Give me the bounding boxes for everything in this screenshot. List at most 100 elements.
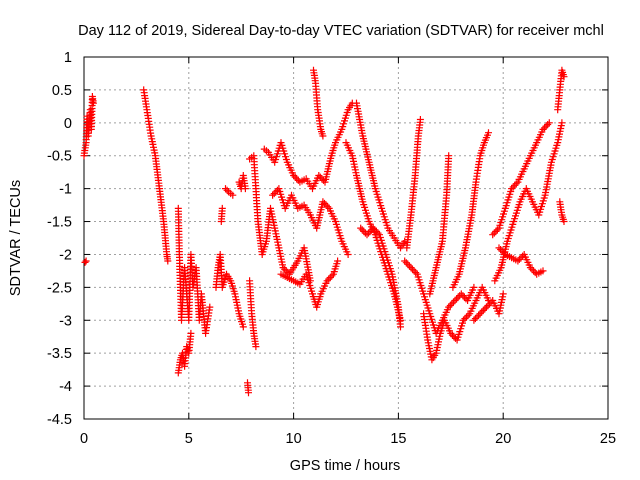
data-point [81, 258, 89, 266]
data-point [471, 315, 479, 323]
data-point [358, 226, 366, 234]
data-point [445, 303, 453, 311]
data-point [206, 303, 214, 311]
data-point [475, 311, 483, 319]
data-point [457, 290, 465, 298]
data-point [484, 302, 492, 309]
data-point [344, 251, 352, 258]
data-point [511, 181, 519, 189]
data-point [405, 262, 413, 270]
data-point [463, 313, 470, 321]
x-tick-label: 20 [495, 431, 511, 447]
data-point [512, 180, 520, 188]
data-point [446, 302, 454, 309]
data-point [514, 257, 522, 265]
data-point [515, 255, 523, 263]
data-point [245, 389, 252, 397]
data-point [492, 227, 500, 235]
y-tick-label: -3.5 [47, 346, 72, 362]
data-point [448, 300, 456, 308]
data-point [479, 306, 487, 314]
data-point [282, 267, 290, 275]
data-point [164, 257, 172, 265]
data-point [478, 308, 486, 316]
axis-ticks: 0 5 10 15 20 25 1 0.5 0 -0.5 -1 -1.5 -2 -2.5 -3 -3.5 -4 -… [47, 50, 616, 447]
data-point [363, 231, 371, 239]
data-point [82, 257, 90, 265]
chart-title: Day 112 of 2019, Sidereal Day-to-day VTE… [78, 23, 604, 39]
data-point [449, 298, 457, 306]
data-point [528, 265, 536, 273]
data-point [545, 119, 553, 127]
x-axis-label: GPS time / hours [290, 458, 400, 474]
data-point [369, 224, 377, 232]
data-point [454, 293, 462, 301]
data-point [447, 329, 455, 337]
data-point [187, 329, 195, 337]
y-tick-label: -1 [59, 182, 72, 198]
data-point [323, 277, 331, 285]
data-point [482, 303, 490, 311]
x-tick-label: 0 [80, 431, 88, 447]
data-point [321, 199, 328, 207]
data-point [464, 311, 472, 319]
data-point [409, 265, 416, 273]
data-point [293, 175, 301, 183]
data-point [461, 315, 469, 323]
y-tick-label: -0.5 [47, 149, 72, 165]
x-tick-label: 25 [600, 431, 616, 447]
data-point [365, 229, 372, 237]
data-point [539, 125, 547, 133]
data-point [269, 191, 277, 199]
data-point [252, 343, 260, 351]
x-tick-label: 10 [286, 431, 302, 447]
data-point [459, 316, 467, 324]
data-point [279, 264, 287, 272]
data-point [495, 244, 503, 252]
y-tick-label: -2.5 [47, 280, 72, 296]
data-point [473, 313, 481, 321]
data-point [366, 227, 374, 235]
data-point [493, 226, 501, 234]
plot-area-frame [83, 56, 609, 420]
data-point [328, 272, 336, 280]
data-point [324, 203, 332, 211]
data-point [530, 267, 538, 275]
data-point [448, 331, 456, 339]
y-tick-label: 0 [64, 116, 72, 132]
data-point [229, 191, 237, 199]
data-point [544, 121, 552, 128]
data-point [460, 293, 468, 301]
data-point [560, 218, 568, 225]
data-point [357, 224, 365, 232]
data-point [490, 229, 498, 237]
y-tick-label: -2 [59, 247, 72, 263]
data-point [397, 323, 404, 331]
y-tick-label: -4.5 [47, 412, 72, 428]
data-point [218, 204, 226, 212]
data-point [416, 116, 424, 123]
data-point [316, 173, 324, 181]
y-tick-label: 1 [64, 50, 72, 66]
data-point [470, 316, 478, 324]
data-point [558, 119, 566, 127]
data-point [402, 259, 410, 267]
data-point [281, 265, 289, 273]
data-point [459, 292, 467, 300]
data-point [315, 172, 323, 179]
data-point [541, 124, 549, 132]
y-tick-label: -3 [59, 313, 72, 329]
data-point [371, 226, 379, 234]
data-point [539, 267, 547, 275]
data-point [453, 295, 461, 303]
data-point [560, 73, 568, 81]
data-point [334, 257, 342, 265]
data-point [509, 183, 517, 191]
data-point [481, 305, 489, 313]
data-point [326, 274, 334, 281]
data-point [542, 122, 550, 130]
data-point [223, 186, 231, 194]
data-point [319, 132, 327, 140]
data-point [412, 269, 420, 277]
